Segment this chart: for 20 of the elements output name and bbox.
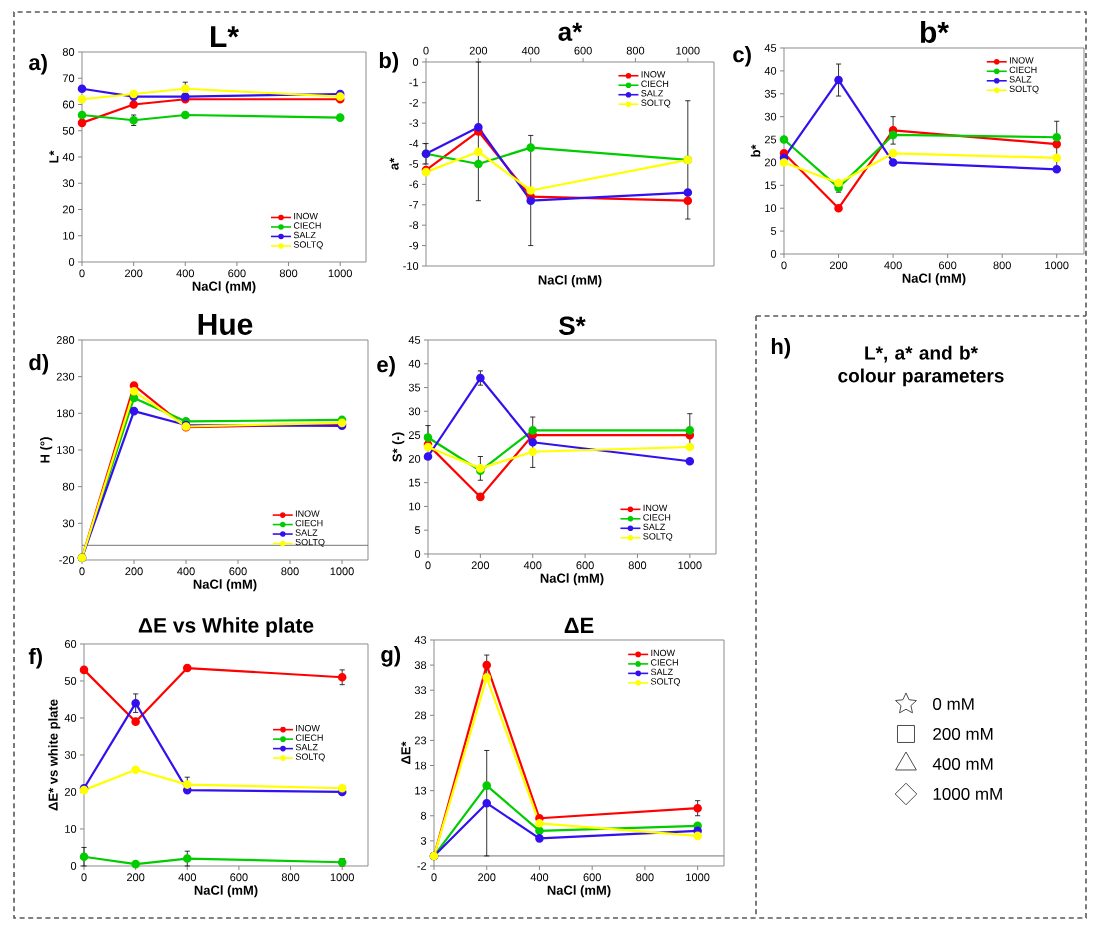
text: 1000 mM — [933, 787, 1002, 800]
text: g) — [381, 646, 401, 667]
chart-title: S* — [559, 316, 586, 335]
text: b) — [379, 52, 399, 73]
chart-title: ΔE — [564, 617, 594, 633]
text: c) — [733, 46, 751, 67]
text: 400 mM — [932, 757, 993, 770]
chart-title: ΔE vs White plate — [138, 617, 314, 637]
text: h) — [771, 338, 791, 359]
text: d) — [29, 354, 49, 375]
chart-title: L* — [211, 26, 239, 47]
chart-title: Hue — [198, 313, 253, 335]
text: 0 mM — [933, 697, 974, 710]
text: e) — [377, 356, 395, 377]
text: f) — [28, 648, 42, 669]
chart-title: a* — [558, 22, 583, 41]
text: a) — [29, 54, 47, 75]
chart-title: b* — [920, 20, 949, 43]
text: L*, a* and b* colour parameters — [838, 345, 1004, 387]
text: 200 mM — [933, 727, 993, 740]
